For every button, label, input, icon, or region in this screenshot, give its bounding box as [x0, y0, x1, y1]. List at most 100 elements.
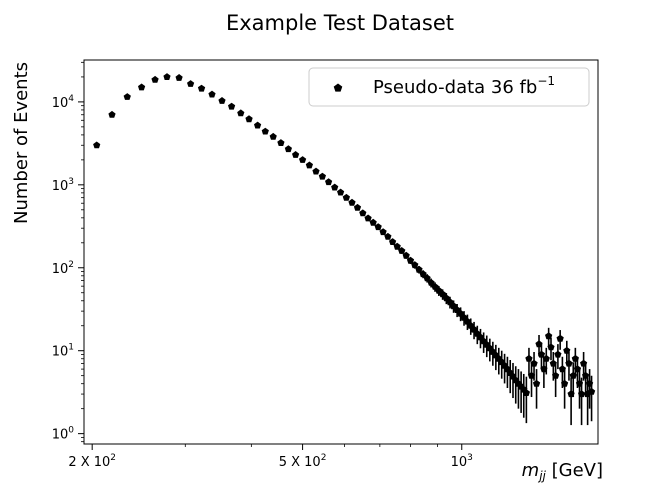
data-point-40 [406, 256, 415, 264]
data-point-21 [305, 161, 313, 169]
data-point-99 [578, 390, 586, 398]
data-point-10 [218, 97, 226, 104]
x-tick-label-exponent-0: 2 [110, 453, 116, 463]
data-point-22 [312, 167, 320, 175]
data-point-86 [549, 359, 557, 367]
data-point-46 [431, 283, 439, 290]
plot-area-frame [83, 59, 599, 445]
data-point-30 [359, 209, 367, 217]
data-point-32 [369, 218, 377, 226]
legend: Pseudo-data 36 fb−1 [308, 67, 590, 107]
data-point-91 [561, 379, 569, 387]
y-tick-label-base-4: 10 [52, 96, 69, 111]
data-point-82 [540, 365, 548, 373]
data-point-11 [228, 102, 236, 110]
data-point-31 [364, 214, 372, 222]
data-point-41 [411, 261, 419, 269]
data-point-36 [389, 238, 397, 245]
data-point-25 [331, 183, 339, 191]
data-point-39 [402, 251, 410, 259]
y-tick-label-4: 104 [52, 94, 75, 111]
y-tick-label-base-3: 10 [52, 179, 69, 194]
data-point-84 [545, 332, 553, 340]
data-point-24 [325, 178, 333, 186]
x-axis-label-unit: [GeV] [546, 460, 603, 481]
data-point-13 [245, 115, 253, 123]
y-tick-label-exponent-3: 3 [68, 177, 74, 187]
data-points [93, 73, 596, 398]
legend-label-text: Pseudo-data 36 fb [373, 77, 537, 98]
x-tick-label-0: 2 X 102 [68, 453, 116, 470]
data-point-90 [558, 365, 566, 373]
data-point-15 [261, 127, 269, 135]
y-tick-label-exponent-4: 4 [68, 94, 74, 104]
data-point-80 [535, 340, 543, 348]
data-point-17 [277, 139, 285, 146]
x-axis-label: mjj [GeV] [522, 460, 603, 483]
data-point-88 [554, 350, 562, 358]
x-tick-label-exponent-1: 2 [321, 453, 327, 463]
data-point-42 [415, 265, 423, 273]
data-point-48 [439, 290, 447, 298]
data-point-18 [284, 145, 292, 153]
data-point-8 [197, 84, 206, 92]
data-point-26 [337, 188, 345, 196]
data-point-38 [398, 247, 406, 254]
data-point-12 [237, 109, 245, 117]
y-tick-label-base-2: 10 [52, 262, 69, 277]
y-tick-label-1: 101 [52, 343, 74, 360]
legend-label: Pseudo-data 36 fb−1 [373, 74, 555, 98]
legend-label-exponent: −1 [537, 74, 555, 88]
data-point-19 [292, 151, 300, 158]
data-point-9 [208, 90, 216, 98]
y-tick-label-base-0: 10 [52, 428, 69, 443]
data-point-103 [586, 379, 594, 387]
data-point-28 [348, 198, 356, 206]
data-point-34 [379, 228, 387, 236]
data-point-33 [374, 223, 382, 231]
data-point-1 [108, 110, 116, 118]
data-point-97 [573, 365, 582, 373]
data-point-7 [187, 80, 195, 87]
data-point-94 [567, 390, 575, 398]
data-point-85 [547, 343, 555, 351]
x-tick-label-base-1: 5 X 10 [279, 455, 321, 470]
legend-box [308, 67, 590, 107]
data-point-101 [582, 371, 590, 379]
data-point-3 [138, 83, 146, 91]
data-point-29 [353, 203, 362, 211]
data-point-5 [163, 73, 171, 80]
y-axis-label: Number of Events [11, 62, 32, 224]
data-point-92 [563, 346, 571, 354]
data-point-83 [542, 354, 550, 362]
x-axis-label-symbol: m [522, 460, 540, 481]
data-point-100 [580, 359, 588, 367]
x-ticks: 2 X 102 5 X 102 103 [68, 444, 473, 470]
data-point-45 [427, 278, 435, 286]
data-point-50 [446, 298, 454, 306]
legend-marker-icon [333, 83, 343, 92]
data-point-2 [123, 93, 131, 100]
data-point-23 [318, 172, 326, 180]
data-point-75 [522, 389, 530, 396]
data-point-35 [384, 232, 392, 240]
data-point-96 [571, 354, 579, 362]
y-tick-label-0: 100 [52, 426, 75, 443]
data-point-98 [575, 379, 584, 387]
data-point-43 [419, 270, 427, 278]
y-tick-label-base-1: 10 [52, 345, 69, 360]
data-point-95 [569, 371, 577, 379]
y-tick-label-2: 102 [52, 260, 74, 277]
data-point-6 [175, 74, 183, 81]
data-point-89 [556, 334, 564, 342]
data-point-44 [423, 274, 431, 282]
data-point-55 [463, 317, 471, 325]
data-point-49 [442, 294, 450, 302]
data-point-77 [527, 371, 536, 379]
x-tick-label-1: 5 X 102 [279, 453, 327, 470]
data-point-4 [151, 75, 159, 83]
x-axis-label-subscript: jj [537, 469, 546, 483]
y-tick-label-exponent-1: 1 [68, 343, 74, 353]
